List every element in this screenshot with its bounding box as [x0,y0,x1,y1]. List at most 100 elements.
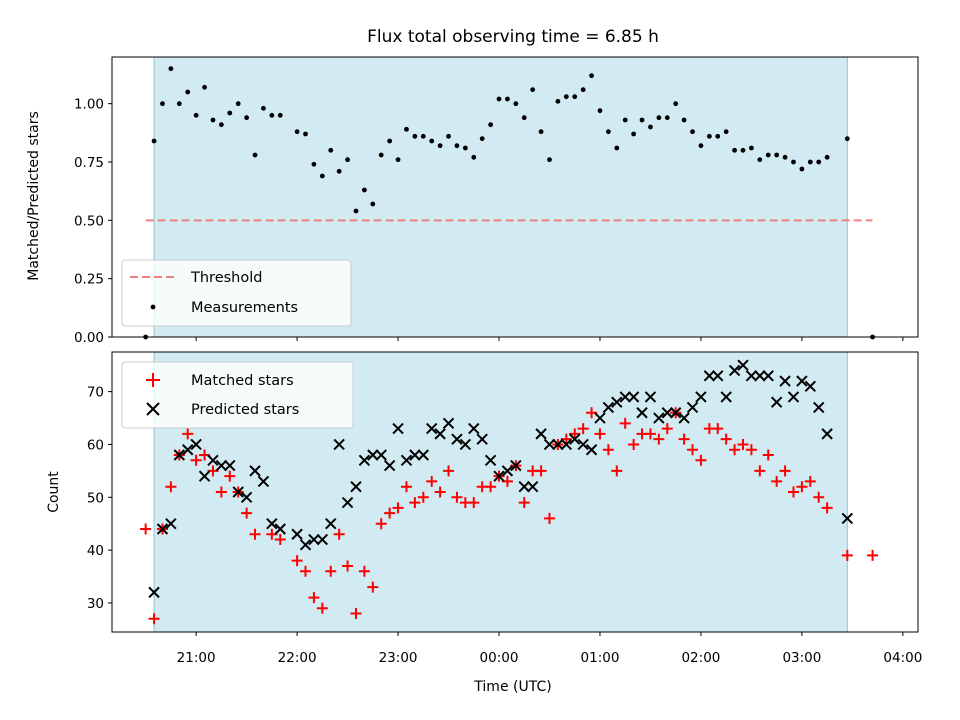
x-tick-label: 23:00 [379,650,418,666]
predicted-stars-point [249,465,261,477]
measurement-point [538,129,544,135]
panel-frame [111,56,919,338]
measurement-point [277,112,283,118]
predicted-stars-point [821,428,833,440]
measurement-point [227,110,233,116]
matched-stars-point [426,475,438,487]
measurement-point [732,147,737,153]
matched-stars-point [148,613,160,625]
predicted-stars-point [770,396,783,408]
legend-measurements-swatch [150,304,156,310]
predicted-stars-point [560,438,573,451]
y-tick-label: 0.75 [74,155,104,171]
predicted-stars-point [796,375,808,387]
matched-stars-point [274,534,286,546]
matched-stars-point [611,465,623,477]
matched-stars-point [841,549,853,561]
predicted-stars-point [375,449,387,461]
measurement-point [622,117,628,123]
measurement-point [715,133,721,139]
matched-stars-point [602,444,614,456]
x-tick-label: 04:00 [883,650,922,666]
top-panel-y-axis-label: Matched/Predicted stars [26,111,42,281]
matched-stars-point [762,449,774,461]
matched-stars-point [358,565,370,577]
measurement-point [605,129,611,135]
predicted-stars-point [712,370,724,382]
measurement-point [656,115,662,121]
matched-stars-point [712,423,724,435]
measurement-point [757,157,763,163]
measurement-point [799,166,805,172]
predicted-stars-point [476,433,488,445]
matched-stars-point [737,438,749,450]
measurement-point [437,143,443,149]
measurement-point [193,112,199,118]
matched-stars-point [241,507,253,519]
predicted-stars-point [173,449,186,461]
predicted-stars-point [417,449,430,461]
measurement-point [765,152,771,158]
predicted-stars-point [257,475,270,488]
predicted-stars-point [333,438,345,451]
matched-stars-point [695,454,707,466]
matched-stars-point [182,428,194,440]
measurement-point [235,101,241,107]
y-tick-label: 30 [87,596,104,612]
matched-stars-point [443,465,455,477]
matched-stars-point [678,433,690,445]
top-panel-axes: 0.00 0.25 0.50 0.75 1.00 [74,97,904,346]
legend-measurements-label: Measurements [191,300,298,316]
y-tick-label: 70 [87,385,104,401]
predicted-stars-point [552,438,564,451]
predicted-stars-point [678,412,690,424]
legend-matched-label: Matched stars [191,373,294,389]
matched-stars-point [165,481,177,493]
predicted-stars-point [501,465,514,477]
predicted-stars-point [569,433,581,445]
predicted-stars-point [737,359,749,371]
matched-stars-point [392,502,404,514]
predicted-stars-point [619,391,631,403]
measurement-point [816,159,822,165]
matched-stars-point [543,512,555,524]
predicted-stars-point [543,438,556,451]
top-legend: Threshold Measurements [121,259,352,327]
measurement-point [185,89,191,95]
measurement-point [505,96,510,102]
predicted-stars-point [156,523,169,535]
measurement-point [589,73,594,79]
predicted-stars-point [240,491,253,503]
matched-stars-point [215,486,227,498]
measurement-point [362,187,367,193]
matched-stars-point [224,470,236,482]
predicted-stars-point [493,470,505,482]
predicted-stars-point [232,486,244,498]
predicted-stars-point [754,370,766,382]
predicted-stars-point [198,470,211,482]
measurement-point [151,138,157,144]
measurement-point [774,152,780,158]
predicted-stars-point [813,401,825,414]
measurement-point [420,133,426,139]
matched-stars-point [518,497,530,509]
predicted-stars-point [459,438,472,451]
measurement-point [614,145,620,151]
measurement-point [639,117,645,123]
matched-stars-point [569,428,581,440]
matched-stars-point [485,481,497,493]
predicted-stars-point [367,449,379,461]
matched-stars-point [867,549,879,561]
matched-stars-point [560,433,572,445]
predicted-stars-point [392,422,404,435]
y-tick-label: 40 [87,543,104,559]
predicted-stars-point [484,454,497,467]
matched-stars-point [628,438,640,450]
predicted-stars-point [661,407,673,419]
predicted-stars-point [383,459,396,472]
measurement-point [462,145,468,151]
matched-stars-point [796,481,808,493]
measurement-point [387,138,393,144]
predicted-stars-point [207,454,219,467]
predicted-stars-point [468,422,480,435]
